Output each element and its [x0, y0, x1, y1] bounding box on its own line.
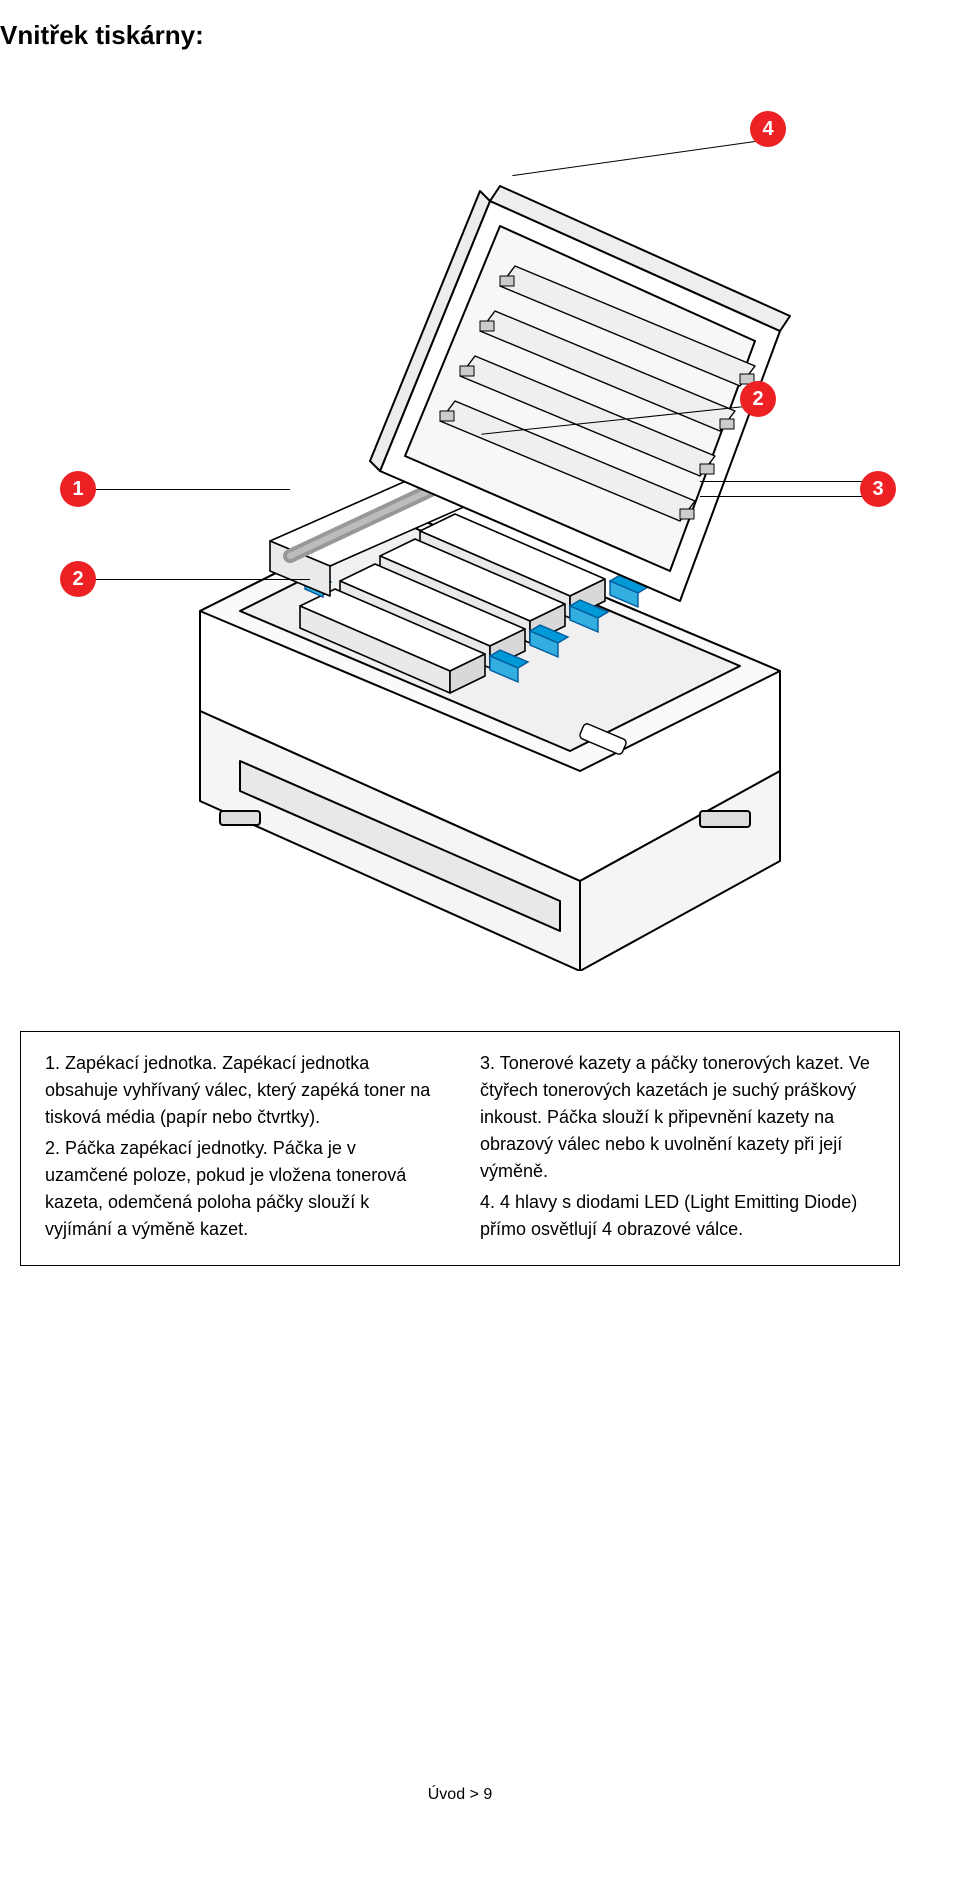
legend-item-3: 3. Tonerové kazety a páčky tonerových ka…: [480, 1050, 875, 1185]
page-title: Vnitřek tiskárny:: [0, 20, 920, 51]
leader-2b: [95, 579, 310, 580]
legend-item-2: 2. Páčka zapékací jednotky. Páčka je v u…: [45, 1135, 440, 1243]
printer-illustration: [140, 111, 860, 971]
callout-1: 1: [60, 471, 96, 507]
callout-3: 3: [860, 471, 896, 507]
page-footer: Úvod > 9: [0, 1786, 920, 1804]
callout-2-left: 2: [60, 561, 96, 597]
printer-diagram: 4 2 1 3 2: [20, 71, 900, 991]
leader-1: [95, 489, 290, 490]
legend-col-left: 1. Zapékací jednotka. Zapékací jednotka …: [45, 1050, 440, 1247]
legend-col-right: 3. Tonerové kazety a páčky tonerových ka…: [480, 1050, 875, 1247]
leader-3-bot: [700, 496, 865, 497]
legend-item-4: 4. 4 hlavy s diodami LED (Light Emitting…: [480, 1189, 875, 1243]
legend-item-1: 1. Zapékací jednotka. Zapékací jednotka …: [45, 1050, 440, 1131]
leader-3-top: [700, 481, 865, 482]
legend-box: 1. Zapékací jednotka. Zapékací jednotka …: [20, 1031, 900, 1266]
callout-4: 4: [750, 111, 786, 147]
callout-2-top: 2: [740, 381, 776, 417]
